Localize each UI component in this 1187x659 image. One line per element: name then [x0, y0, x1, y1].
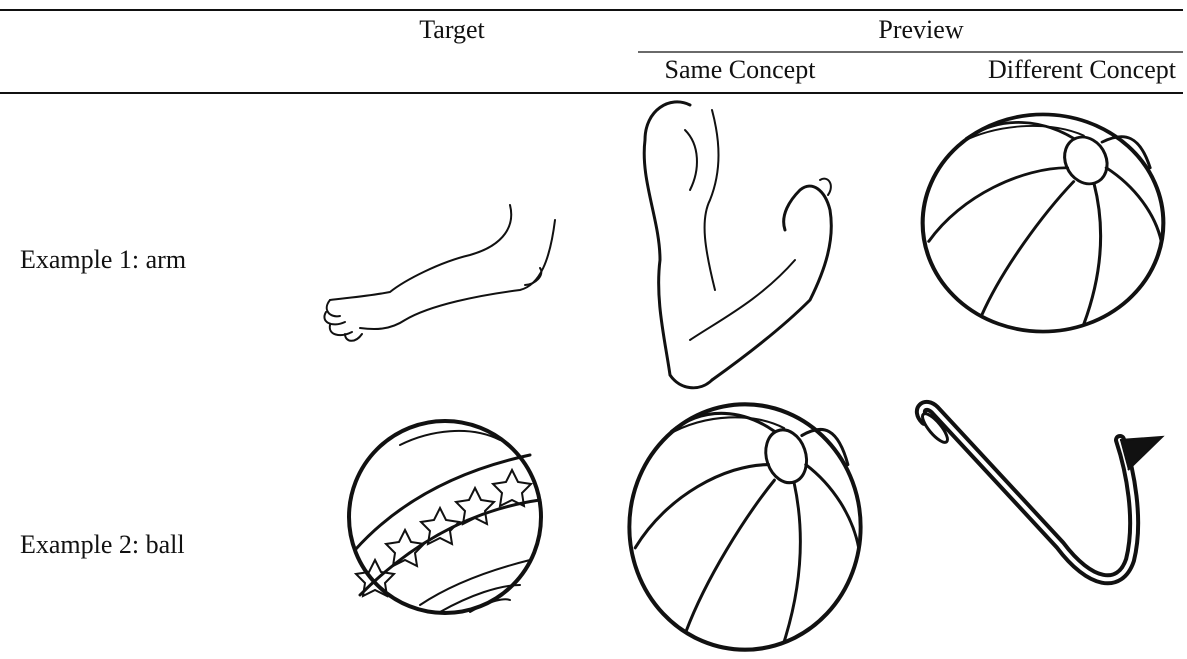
beach-ball-drawing [923, 114, 1164, 331]
column-subheader: Same Concept [665, 55, 817, 84]
star-ball-drawing [347, 419, 543, 615]
column-subheader: Different Concept [988, 55, 1177, 84]
row-label: Example 1: arm [20, 245, 186, 274]
beach-ball-drawing [629, 404, 860, 649]
hook-drawing [914, 399, 1165, 586]
flexed-arm-drawing [642, 100, 833, 390]
column-header: Target [419, 15, 485, 44]
column-header: Preview [878, 15, 963, 44]
arm-drawing [323, 204, 556, 342]
row-label: Example 2: ball [20, 530, 185, 559]
